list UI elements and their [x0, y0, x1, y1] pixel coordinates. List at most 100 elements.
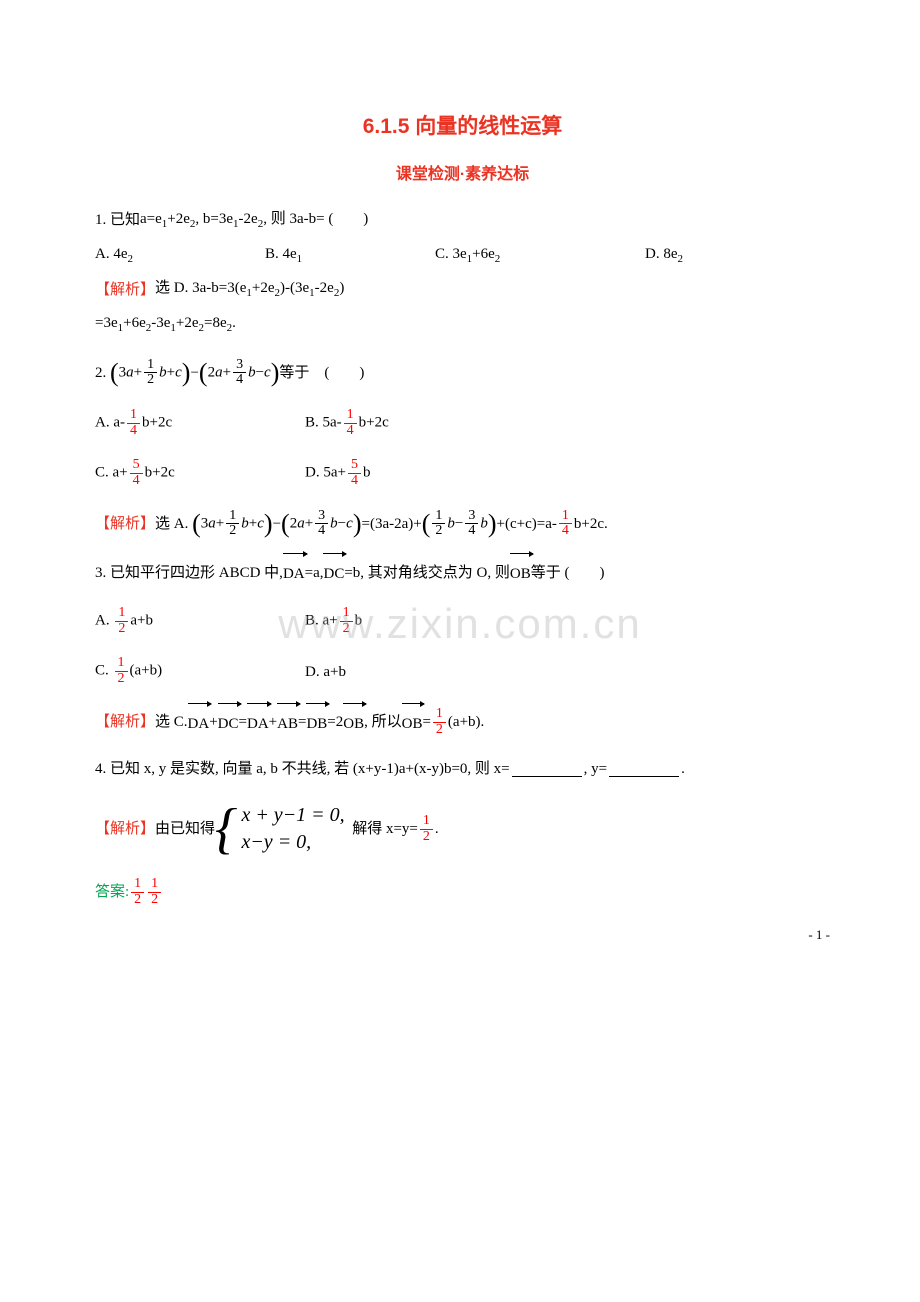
rparen-icon: ): [264, 511, 273, 537]
q2-opt-b: B. 5a-14b+2c: [305, 408, 389, 438]
page-subtitle: 课堂检测·素养达标: [95, 162, 830, 188]
page: www.zixin.com.cn 6.1.5 向量的线性运算 课堂检测·素养达标…: [0, 0, 920, 976]
q2-stem: 2. ( 3a+12b+c ) − ( 2a+34b−c ) 等于 ( ): [95, 358, 830, 388]
q1-opt-a: A. 4e2: [95, 242, 255, 269]
q3-opts-row1: A. 12a+b B. a+12b: [95, 606, 830, 636]
q1-stem-prefix: 1. 已知: [95, 208, 140, 232]
q1-opt-b: B. 4e1: [265, 242, 425, 269]
text: b+2c: [145, 465, 175, 481]
q3-opts-row2: C. 12(a+b) D. a+b: [95, 656, 830, 686]
text: a+b: [130, 613, 153, 629]
vector-dc-icon: DC: [218, 709, 239, 736]
vector-ab-icon: AB: [277, 709, 298, 736]
vector-ob-icon: OB: [343, 709, 364, 736]
q3-opt-d: D. a+b: [305, 660, 346, 684]
vector-ob-icon: OB: [402, 709, 423, 736]
q4-end: .: [681, 757, 685, 781]
q2-tail: 等于 ( ): [279, 361, 364, 385]
q3-opt-a: A. 12a+b: [95, 606, 295, 636]
q2-opt-a: A. a-14b+2c: [95, 408, 295, 438]
plus: +: [269, 710, 277, 734]
q2-opts-row2: C. a+54b+2c D. 5a+54b: [95, 458, 830, 488]
q3-mid1: =a,: [305, 561, 324, 585]
q1-opt-c: C. 3e1+6e2: [435, 242, 635, 269]
lparen-icon: (: [422, 511, 431, 537]
q2-sel: 选 A.: [155, 512, 188, 536]
q1-opt-d: D. 8e2: [645, 242, 683, 269]
q2-tailpre: +(c+c)=a-: [497, 512, 557, 536]
rparen-icon: ): [271, 360, 280, 386]
q3-tail: 等于 ( ): [531, 561, 605, 585]
q3-opt-b: B. a+12b: [305, 606, 362, 636]
q3-stem: 3. 已知平行四边形 ABCD 中, DA =a, DC =b, 其对角线交点为…: [95, 559, 830, 586]
so: , 所以: [364, 710, 402, 734]
q3-an-pre: 选 C.: [155, 710, 188, 734]
answer-label: 答案:: [95, 880, 129, 904]
rparen-icon: ): [488, 511, 497, 537]
page-number: - 1 -: [808, 925, 830, 946]
q2-expr1: 3a+12b+c: [119, 358, 182, 388]
left-brace-icon: {: [215, 801, 237, 857]
q4-answer: 答案: 12 12: [95, 877, 830, 907]
two: =2: [327, 710, 343, 734]
q4-an-end: .: [435, 817, 439, 841]
text: A. a-: [95, 415, 125, 431]
vector-da-icon: DA: [247, 709, 269, 736]
text: C.: [95, 663, 113, 679]
vector-dc-icon: DC: [323, 559, 344, 586]
blank-y: [609, 761, 679, 777]
q1-stem: 1. 已知 a=e1+2e2, b=3e1-2e2, 则 3a-b= ( ): [95, 207, 830, 234]
analysis-label: 【解析】: [95, 817, 155, 841]
plus: +: [209, 710, 217, 734]
vector-ob-icon: OB: [510, 559, 531, 586]
lparen-icon: (: [199, 360, 208, 386]
text: C. a+: [95, 465, 128, 481]
text: b: [363, 465, 371, 481]
q2-opt-c: C. a+54b+2c: [95, 458, 295, 488]
vector-da-icon: DA: [188, 709, 210, 736]
eq: =: [298, 710, 306, 734]
q2-an-expr3: 12b−34b: [430, 509, 487, 539]
lparen-icon: (: [192, 511, 201, 537]
q1-stem-math: a=e1+2e2, b=3e1-2e2, 则 3a-b= ( ): [140, 207, 368, 234]
q1-options: A. 4e2 B. 4e1 C. 3e1+6e2 D. 8e2: [95, 242, 830, 269]
q4-stem: 4. 已知 x, y 是实数, 向量 a, b 不共线, 若 (x+y-1)a+…: [95, 757, 830, 781]
blank-x: [512, 761, 582, 777]
q3-mid2: =b, 其对角线交点为 O, 则: [344, 561, 510, 585]
q2-opts-row1: A. a-14b+2c B. 5a-14b+2c: [95, 408, 830, 438]
equation-system: x + y−1 = 0, x−y = 0,: [241, 802, 344, 856]
text: B. a+: [305, 613, 338, 629]
analysis-label: 【解析】: [95, 512, 155, 536]
text: b: [355, 613, 363, 629]
q2-eqmid: =(3a-2a)+: [361, 512, 421, 536]
q2-opt-d: D. 5a+54b: [305, 458, 370, 488]
q2-expr2: 2a+34b−c: [208, 358, 271, 388]
q1-analysis-2: =3e1+6e2-3e1+2e2=8e2.: [95, 311, 830, 338]
q4-mid: , y=: [584, 757, 607, 781]
eq: =: [239, 710, 247, 734]
sys-eq1: x + y−1 = 0,: [241, 802, 344, 829]
q2-an-expr2: 2a+34b−c: [290, 509, 353, 539]
rparen-icon: ): [182, 360, 191, 386]
text: b+2c: [359, 415, 389, 431]
page-title: 6.1.5 向量的线性运算: [95, 110, 830, 144]
q4-pre: 4. 已知 x, y 是实数, 向量 a, b 不共线, 若 (x+y-1)a+…: [95, 757, 510, 781]
q1-analysis-line2: =3e1+6e2-3e1+2e2=8e2.: [95, 311, 236, 338]
q3-antail: (a+b).: [448, 710, 484, 734]
text: A.: [95, 613, 113, 629]
q1-analysis-1: 【解析】 选 D. 3a-b=3(e1+2e2)-(3e1-2e2): [95, 276, 830, 303]
text: b+2c: [142, 415, 172, 431]
lparen-icon: (: [110, 360, 119, 386]
q3-pre: 3. 已知平行四边形 ABCD 中,: [95, 561, 283, 585]
q2-analysis: 【解析】 选 A. ( 3a+12b+c ) − ( 2a+34b−c ) =(…: [95, 509, 830, 539]
vector-db-icon: DB: [306, 709, 327, 736]
q4-analysis: 【解析】 由已知得 { x + y−1 = 0, x−y = 0, 解得 x=y…: [95, 801, 830, 857]
q2-tailpost: b+2c.: [574, 512, 608, 536]
analysis-label: 【解析】: [95, 278, 155, 302]
sys-eq2: x−y = 0,: [241, 829, 344, 856]
text: D. 5a+: [305, 465, 346, 481]
q1-analysis-text: 选 D. 3a-b=3(e1+2e2)-(3e1-2e2): [155, 276, 344, 303]
text: B. 5a-: [305, 415, 342, 431]
q3-opt-c: C. 12(a+b): [95, 656, 295, 686]
q4-an-mid: 解得 x=y=: [352, 817, 418, 841]
